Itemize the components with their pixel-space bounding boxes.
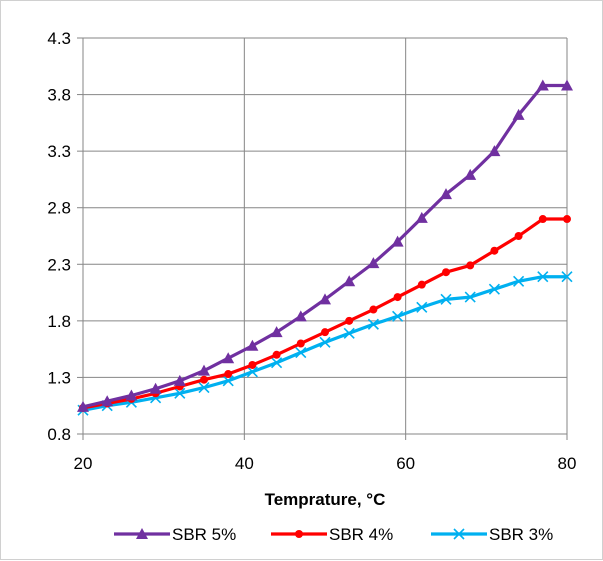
legend-label-sbr-3: SBR 3% [489, 525, 553, 544]
data-point-sbr-3 [537, 271, 549, 283]
data-point-sbr-5 [149, 382, 162, 394]
series-line-sbr-5 [82, 83, 567, 409]
data-point-sbr-3 [513, 275, 525, 287]
data-point-sbr-4 [490, 246, 499, 255]
y-tick-label: 1.3 [47, 368, 71, 387]
x-tick-label: 40 [235, 454, 254, 473]
data-point-sbr-5 [415, 211, 428, 223]
x-axis-title: Temprature, °C [265, 490, 386, 509]
data-point-sbr-4 [563, 215, 571, 224]
data-point-sbr-3 [464, 291, 476, 303]
data-point-sbr-4 [224, 370, 233, 379]
y-tick-label: 1.8 [47, 312, 71, 331]
data-point-sbr-4 [345, 316, 354, 325]
y-tick-label: 3.8 [47, 86, 71, 105]
data-point-sbr-3 [416, 301, 428, 313]
data-point-sbr-4 [466, 261, 475, 270]
data-point-sbr-4 [393, 293, 402, 302]
data-point-sbr-4 [417, 280, 426, 289]
legend-marker-sbr-3 [453, 528, 465, 540]
legend-marker-sbr-5 [136, 528, 148, 539]
data-point-sbr-5 [270, 326, 283, 338]
data-point-sbr-5 [440, 188, 452, 200]
data-point-sbr-4 [369, 305, 378, 314]
y-tick-label: 3.3 [47, 142, 71, 161]
data-point-sbr-3 [222, 375, 234, 387]
data-point-sbr-5 [125, 389, 138, 401]
data-point-sbr-5 [488, 145, 501, 157]
data-point-sbr-5 [101, 395, 114, 407]
y-tick-label: 2.3 [47, 255, 71, 274]
data-point-sbr-3 [440, 293, 452, 305]
data-point-sbr-5 [391, 235, 404, 247]
data-point-sbr-3 [488, 283, 500, 295]
y-tick-label: 4.3 [47, 29, 71, 48]
data-point-sbr-4 [538, 215, 547, 224]
data-point-sbr-5 [294, 310, 307, 322]
data-point-sbr-4 [514, 232, 523, 240]
data-point-sbr-3 [561, 271, 573, 283]
data-point-sbr-5 [343, 275, 356, 287]
data-point-sbr-5 [222, 352, 235, 364]
data-point-sbr-4 [321, 328, 329, 337]
x-tick-label: 20 [74, 454, 93, 473]
data-point-sbr-3 [271, 357, 283, 369]
data-point-sbr-5 [512, 108, 525, 120]
legend-label-sbr-4: SBR 4% [329, 525, 393, 544]
data-point-sbr-5 [464, 168, 477, 180]
data-point-sbr-4 [200, 375, 208, 384]
data-point-sbr-5 [561, 79, 573, 91]
data-point-sbr-5 [198, 364, 210, 376]
data-point-sbr-5 [173, 374, 186, 386]
data-point-sbr-3 [319, 336, 331, 348]
data-point-sbr-3 [343, 327, 355, 339]
data-point-sbr-3 [392, 310, 404, 322]
data-point-sbr-4 [296, 339, 305, 348]
data-point-sbr-5 [367, 257, 380, 269]
data-point-sbr-4 [272, 350, 281, 359]
x-tick-label: 80 [558, 454, 577, 473]
data-point-sbr-5 [536, 79, 549, 91]
data-point-sbr-3 [246, 366, 258, 378]
x-tick-label: 60 [396, 454, 415, 473]
y-tick-label: 2.8 [47, 199, 71, 218]
data-point-sbr-5 [319, 293, 331, 305]
data-point-sbr-3 [198, 382, 210, 394]
legend-label-sbr-5: SBR 5% [172, 525, 236, 544]
data-point-sbr-3 [174, 387, 186, 399]
data-point-sbr-5 [246, 339, 259, 351]
data-point-sbr-4 [442, 268, 450, 277]
data-point-sbr-5 [77, 400, 89, 412]
legend-marker-sbr-4 [295, 530, 303, 538]
y-tick-label: 0.8 [47, 425, 71, 444]
data-point-sbr-3 [367, 318, 379, 330]
data-point-sbr-4 [248, 360, 257, 369]
data-point-sbr-3 [295, 346, 307, 359]
